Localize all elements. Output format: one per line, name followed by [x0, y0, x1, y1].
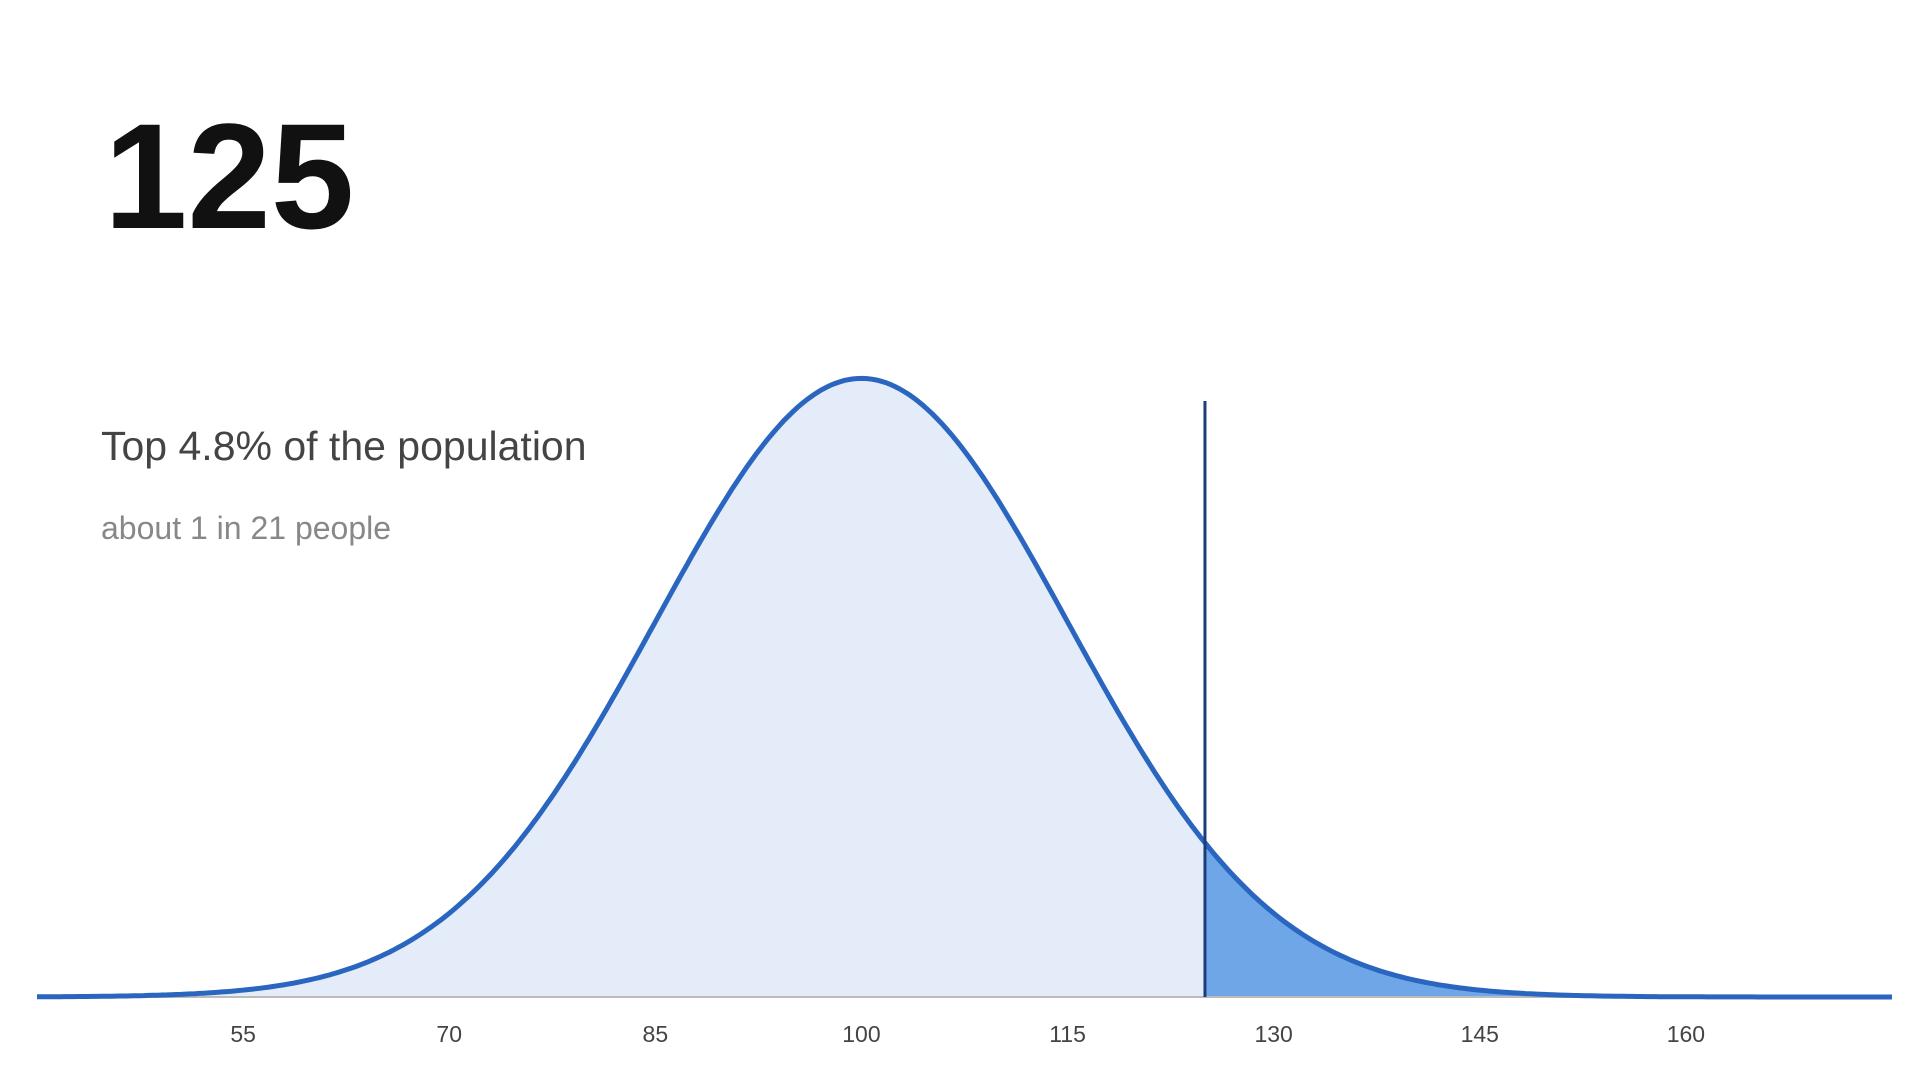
subtitle: Top 4.8% of the population [101, 423, 587, 469]
x-tick-label: 130 [1254, 1021, 1292, 1047]
x-tick-label: 100 [842, 1021, 880, 1047]
x-tick-label: 70 [436, 1021, 462, 1047]
x-tick-label: 145 [1461, 1021, 1499, 1047]
distribution-curve [37, 375, 1892, 1000]
x-tick-label: 115 [1049, 1021, 1086, 1047]
x-tick-label: 55 [230, 1021, 256, 1047]
tail-area [1204, 842, 1892, 997]
x-tick-label: 85 [643, 1021, 669, 1047]
x-tick-label: 160 [1667, 1021, 1705, 1047]
note: about 1 in 21 people [101, 510, 391, 546]
distribution-area [37, 378, 1892, 997]
headline-value: 125 [104, 92, 354, 260]
